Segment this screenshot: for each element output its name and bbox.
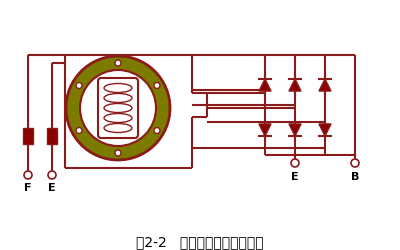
Circle shape <box>291 159 299 167</box>
Polygon shape <box>319 79 331 91</box>
Polygon shape <box>259 79 271 91</box>
Circle shape <box>80 70 156 146</box>
FancyBboxPatch shape <box>98 78 138 138</box>
Circle shape <box>154 128 160 134</box>
Ellipse shape <box>104 84 132 92</box>
Text: E: E <box>291 172 299 182</box>
Circle shape <box>76 128 82 134</box>
Text: E: E <box>48 183 56 193</box>
Circle shape <box>154 82 160 88</box>
Text: B: B <box>351 172 359 182</box>
Ellipse shape <box>104 94 132 102</box>
Circle shape <box>76 82 82 88</box>
Polygon shape <box>289 124 301 136</box>
Circle shape <box>351 159 359 167</box>
Polygon shape <box>289 79 301 91</box>
Polygon shape <box>259 124 271 136</box>
Polygon shape <box>319 124 331 136</box>
Circle shape <box>115 150 121 156</box>
Circle shape <box>48 171 56 179</box>
Ellipse shape <box>104 104 132 112</box>
Circle shape <box>115 60 121 66</box>
Bar <box>23 128 33 144</box>
Circle shape <box>24 171 32 179</box>
Text: F: F <box>24 183 32 193</box>
Circle shape <box>66 56 170 160</box>
Ellipse shape <box>104 114 132 122</box>
Text: 图2-2   交流发电机工作原理图: 图2-2 交流发电机工作原理图 <box>136 235 264 249</box>
Ellipse shape <box>104 124 132 132</box>
Bar <box>47 128 57 144</box>
